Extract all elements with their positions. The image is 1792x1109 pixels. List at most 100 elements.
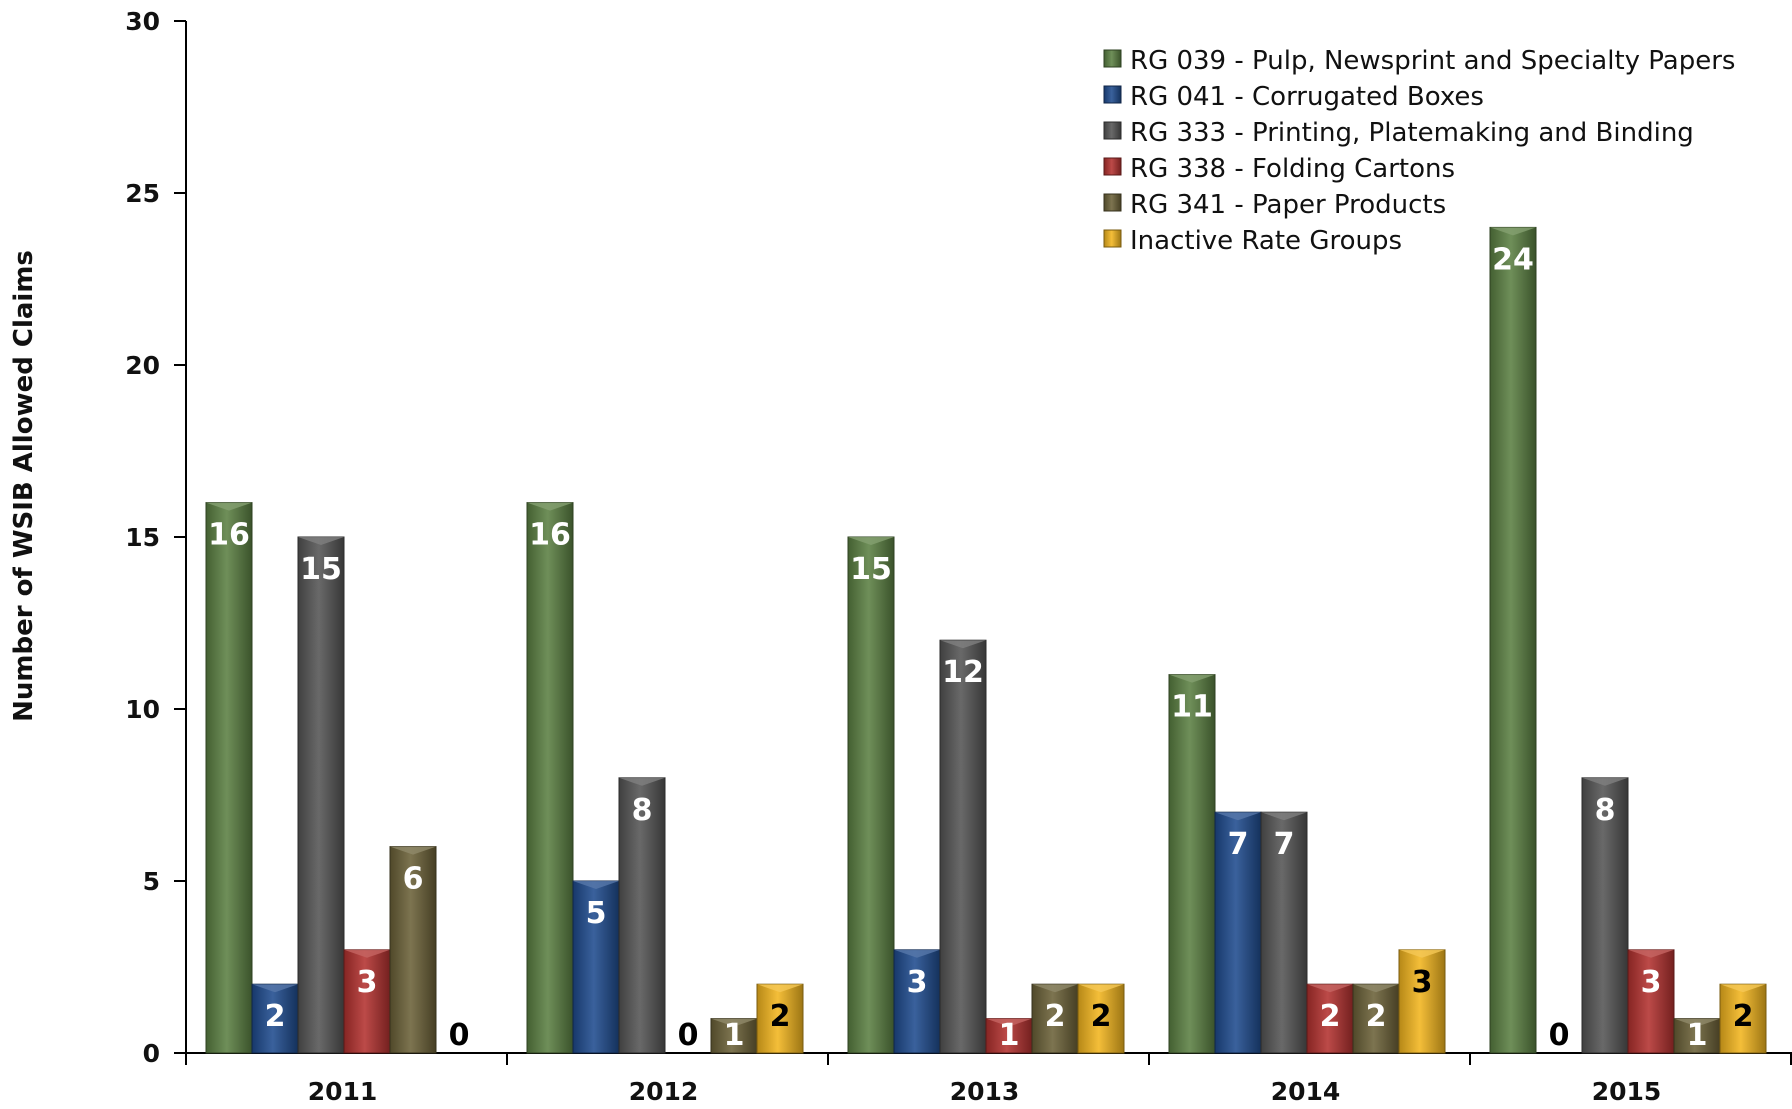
bar-top-bevel xyxy=(1169,674,1215,683)
data-label: 12 xyxy=(942,655,984,690)
data-label: 0 xyxy=(678,1018,699,1053)
bar-top-bevel xyxy=(1353,984,1399,993)
data-label: 7 xyxy=(1228,827,1249,862)
y-tick-label: 20 xyxy=(125,351,160,380)
data-label: 15 xyxy=(300,552,342,587)
bar xyxy=(1627,949,1675,1054)
bar-top-bevel xyxy=(527,502,573,511)
data-label: 6 xyxy=(403,862,424,897)
bar-top-bevel xyxy=(344,949,390,958)
legend-swatch xyxy=(1103,193,1122,212)
legend-swatch xyxy=(1103,157,1122,176)
bar-top-bevel xyxy=(1720,984,1766,993)
data-label: 2 xyxy=(1733,999,1754,1034)
bar-top-bevel xyxy=(390,846,436,855)
bar xyxy=(618,777,666,1054)
bar xyxy=(526,502,574,1054)
data-label: 5 xyxy=(586,896,607,931)
data-label: 0 xyxy=(449,1018,470,1053)
bar xyxy=(893,949,941,1054)
y-tick-label: 0 xyxy=(143,1039,160,1068)
data-label: 8 xyxy=(1595,793,1616,828)
bar xyxy=(1719,983,1767,1054)
data-label: 1 xyxy=(1687,1018,1708,1053)
bar xyxy=(1489,226,1537,1054)
y-tick-label: 10 xyxy=(125,695,160,724)
bar xyxy=(1214,811,1262,1054)
y-tick-label: 30 xyxy=(125,7,160,36)
bar xyxy=(572,880,620,1054)
bar-top-bevel xyxy=(848,537,894,545)
data-label: 1 xyxy=(999,1018,1020,1053)
bar xyxy=(205,502,253,1054)
data-label: 16 xyxy=(529,518,571,553)
legend-swatch xyxy=(1103,49,1122,68)
bar xyxy=(389,846,437,1054)
bar-top-bevel xyxy=(1032,984,1078,993)
bar xyxy=(1306,983,1354,1054)
bar-top-bevel xyxy=(1215,812,1261,821)
bar-top-bevel xyxy=(206,502,252,511)
bar xyxy=(251,983,299,1054)
data-label: 15 xyxy=(850,552,892,587)
bar xyxy=(1260,811,1308,1054)
data-label: 11 xyxy=(1171,690,1213,725)
bar xyxy=(1398,949,1446,1054)
data-label: 2 xyxy=(1366,999,1387,1034)
data-label: 7 xyxy=(1274,827,1295,862)
bar-top-bevel xyxy=(1490,227,1536,236)
y-tick-label: 5 xyxy=(143,867,160,896)
x-tick-label: 2015 xyxy=(1592,1077,1662,1106)
bar-top-bevel xyxy=(573,881,619,889)
y-tick-label: 25 xyxy=(125,179,160,208)
bar-top-bevel xyxy=(619,777,665,786)
bar-top-bevel xyxy=(1628,949,1674,958)
data-label: 2 xyxy=(770,999,791,1034)
data-label: 3 xyxy=(1412,965,1433,1000)
bar-top-bevel xyxy=(252,984,298,993)
data-label: 16 xyxy=(208,518,250,553)
legend-label: Inactive Rate Groups xyxy=(1130,226,1402,256)
x-tick-label: 2014 xyxy=(1271,1077,1341,1106)
data-label: 8 xyxy=(632,793,653,828)
bar xyxy=(297,536,345,1054)
y-tick-label: 15 xyxy=(125,523,160,552)
bar xyxy=(1168,674,1216,1054)
data-label: 0 xyxy=(1549,1018,1570,1053)
data-label: 2 xyxy=(265,999,286,1034)
legend: RG 039 - Pulp, Newsprint and Specialty P… xyxy=(1103,46,1735,256)
x-tick-label: 2011 xyxy=(308,1077,378,1106)
bar-top-bevel xyxy=(894,949,940,958)
bar xyxy=(343,949,391,1054)
legend-swatch xyxy=(1103,85,1122,104)
bar-top-bevel xyxy=(940,640,986,649)
data-label: 1 xyxy=(724,1018,745,1053)
data-label: 3 xyxy=(907,965,928,1000)
legend-label: RG 333 - Printing, Platemaking and Bindi… xyxy=(1130,118,1694,148)
data-label: 24 xyxy=(1492,242,1534,277)
bar-top-bevel xyxy=(1078,984,1124,993)
data-label: 2 xyxy=(1045,999,1066,1034)
bar xyxy=(1581,777,1629,1054)
bar xyxy=(1031,983,1079,1054)
bar-top-bevel xyxy=(757,984,803,993)
bar-top-bevel xyxy=(298,537,344,545)
bar-top-bevel xyxy=(1674,1018,1720,1027)
bar xyxy=(1077,983,1125,1054)
bar-top-bevel xyxy=(1307,984,1353,993)
legend-swatch xyxy=(1103,121,1122,140)
data-label: 3 xyxy=(357,965,378,1000)
bar xyxy=(847,536,895,1054)
data-label: 2 xyxy=(1320,999,1341,1034)
legend-label: RG 341 - Paper Products xyxy=(1130,190,1446,220)
data-label: 3 xyxy=(1641,965,1662,1000)
bar xyxy=(756,983,804,1054)
bars xyxy=(205,226,1767,1054)
y-axis-label: Number of WSIB Allowed Claims xyxy=(9,250,39,722)
bar-top-bevel xyxy=(986,1018,1032,1027)
legend-label: RG 039 - Pulp, Newsprint and Specialty P… xyxy=(1130,46,1735,76)
bar-top-bevel xyxy=(711,1018,757,1027)
